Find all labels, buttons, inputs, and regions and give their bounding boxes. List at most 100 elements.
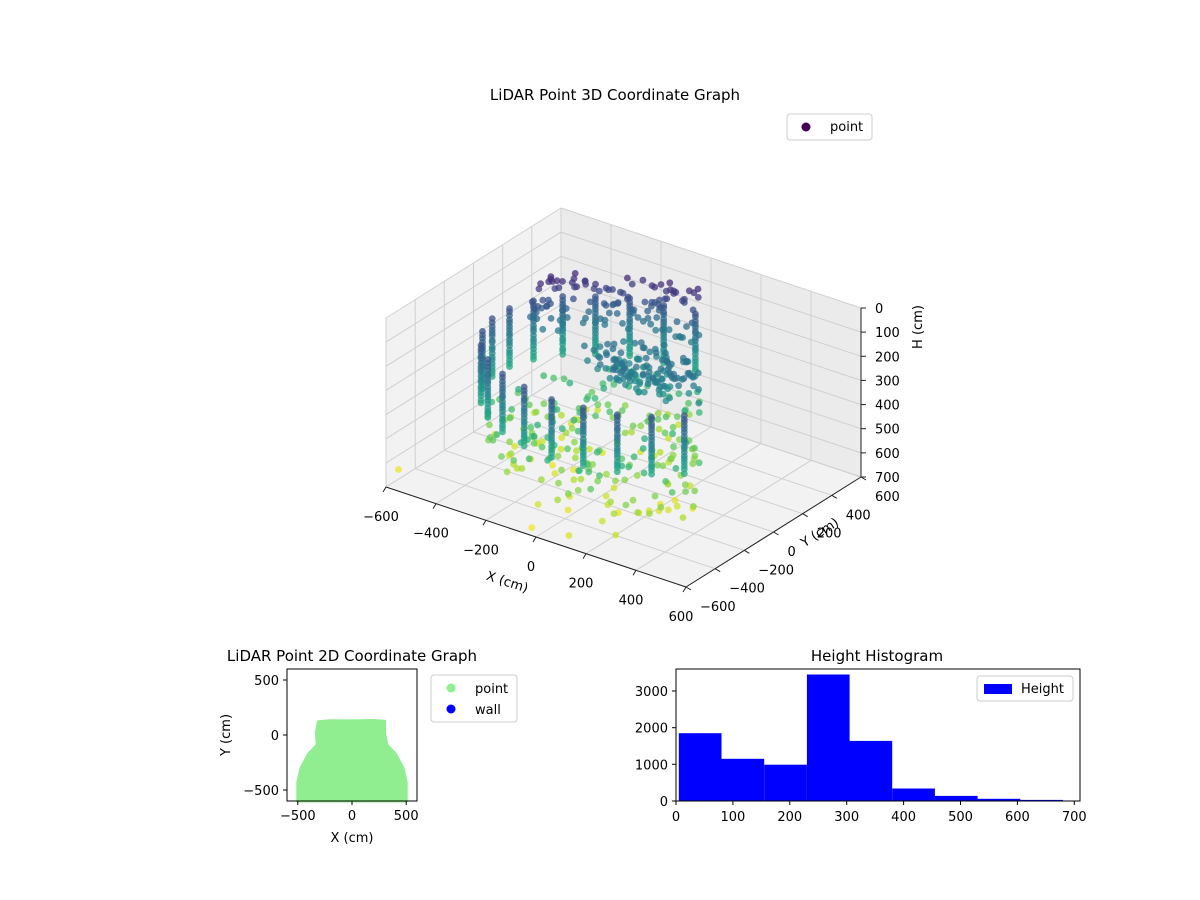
lidar-point <box>618 407 626 414</box>
lidar-point <box>646 348 654 356</box>
lidar-point <box>605 286 612 294</box>
lidar-point <box>493 431 501 439</box>
lidar-point <box>625 360 633 367</box>
lidar-point <box>620 338 627 345</box>
lidar-point <box>628 428 635 436</box>
lidar-point <box>568 425 576 432</box>
y-tick-label: −600 <box>700 600 736 615</box>
lidar-point <box>518 465 526 472</box>
lidar-point <box>646 510 653 517</box>
lidar-point <box>651 283 659 291</box>
lidar-point <box>564 445 571 453</box>
lidar-point <box>596 472 603 479</box>
histogram-legend: Height <box>976 675 1074 702</box>
lidar-point <box>648 470 655 478</box>
lidar-point <box>640 469 648 477</box>
lidar-point <box>652 349 660 356</box>
lidar-point <box>540 372 548 380</box>
z-tick-label: 500 <box>875 423 900 438</box>
chart-2d-legend: point wall <box>430 674 518 723</box>
lidar-point <box>680 470 688 478</box>
chart-2d-legend-marker-wall <box>446 704 456 714</box>
histogram-xtick-label: 0 <box>672 810 680 825</box>
lidar-point <box>547 315 555 322</box>
lidar-point <box>625 463 632 471</box>
lidar-point <box>539 296 547 304</box>
lidar-point <box>556 316 564 324</box>
lidar-point <box>671 496 679 504</box>
lidar-point <box>662 397 670 405</box>
lidar-point <box>549 461 556 469</box>
lidar-point <box>662 413 670 421</box>
lidar-point <box>604 340 611 348</box>
lidar-point <box>598 517 606 525</box>
lidar-point <box>584 357 591 364</box>
lidar-point <box>526 401 533 409</box>
lidar-point <box>653 314 661 321</box>
chart-2d: LiDAR Point 2D Coordinate Graph −500−500… <box>219 647 518 846</box>
x-tick <box>632 570 637 576</box>
lidar-point <box>631 339 639 347</box>
lidar-point <box>498 453 505 460</box>
lidar-point <box>662 349 669 357</box>
lidar-point <box>585 468 593 476</box>
lidar-point <box>555 284 563 292</box>
chart-3d-legend-label: point <box>830 120 863 135</box>
lidar-point <box>624 325 632 333</box>
lidar-point <box>506 438 513 446</box>
lidar-point <box>621 402 629 409</box>
lidar-point <box>617 349 625 357</box>
lidar-point <box>669 430 676 438</box>
lidar-point <box>658 356 666 364</box>
lidar-point <box>510 457 518 464</box>
lidar-point <box>651 492 659 500</box>
z-tick-label: 700 <box>875 471 900 486</box>
chart-2d-title: LiDAR Point 2D Coordinate Graph <box>227 647 477 665</box>
lidar-point <box>534 421 541 429</box>
z-tick-label: 400 <box>875 399 900 414</box>
x-tick <box>582 553 587 559</box>
lidar-point <box>694 369 702 377</box>
lidar-point <box>649 374 657 382</box>
lidar-point <box>581 342 588 350</box>
lidar-point <box>666 279 674 287</box>
lidar-point <box>531 305 538 313</box>
histogram-bar <box>678 733 722 801</box>
lidar-point <box>528 524 536 531</box>
lidar-point <box>603 470 610 478</box>
lidar-point <box>558 425 566 433</box>
lidar-point <box>527 313 534 321</box>
lidar-point <box>654 409 662 417</box>
lidar-point <box>570 295 577 303</box>
lidar-point <box>530 432 538 440</box>
lidar-point <box>574 427 582 435</box>
histogram-legend-box <box>976 675 1074 702</box>
lidar-point <box>635 388 642 396</box>
lidar-point <box>644 380 652 388</box>
x-tick-label: 200 <box>569 577 594 592</box>
lidar-point <box>534 501 542 508</box>
histogram-xtick-label: 100 <box>720 810 745 825</box>
lidar-point <box>585 308 593 315</box>
histogram-ytick-label: 3000 <box>635 685 668 700</box>
lidar-point <box>652 326 660 334</box>
z-tick-label: 100 <box>875 326 900 341</box>
z-tick-label: 600 <box>875 447 900 462</box>
lidar-point <box>539 325 547 333</box>
lidar-point <box>588 388 596 396</box>
lidar-point <box>624 295 631 303</box>
grid-back-h <box>560 279 862 381</box>
lidar-point <box>506 363 513 370</box>
lidar-point <box>594 406 601 414</box>
lidar-point <box>639 317 647 325</box>
lidar-point <box>607 498 614 506</box>
lidar-point <box>685 287 693 295</box>
histogram-ytick-label: 0 <box>660 795 668 810</box>
lidar-point <box>570 416 578 424</box>
chart-2d-legend-marker-point <box>446 683 456 693</box>
lidar-point <box>575 467 583 474</box>
lidar-point <box>691 452 699 460</box>
lidar-point <box>602 492 610 500</box>
lidar-point <box>579 462 587 469</box>
lidar-point <box>657 365 665 373</box>
